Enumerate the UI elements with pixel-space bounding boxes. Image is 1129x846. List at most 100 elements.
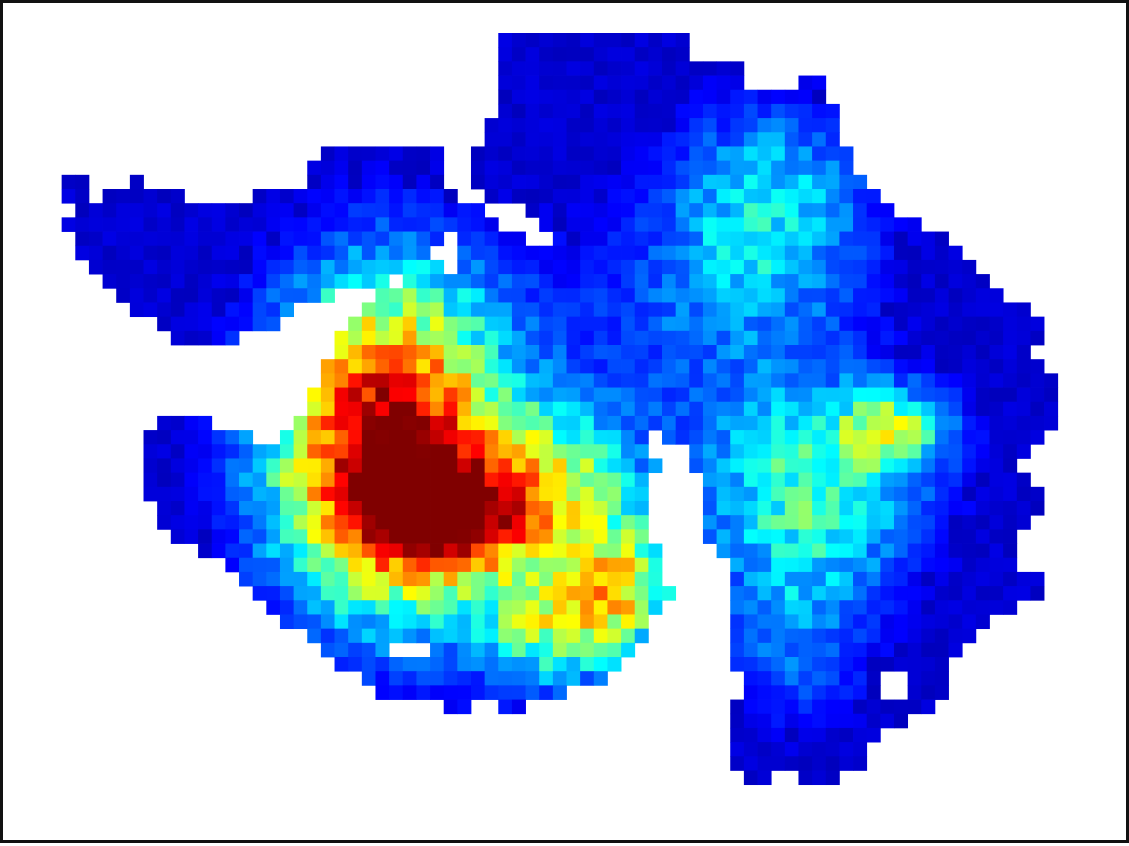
heatmap-cell — [866, 486, 881, 502]
heatmap-cell — [648, 245, 663, 261]
heatmap-cell — [129, 302, 144, 318]
heatmap-cell — [198, 444, 213, 459]
heatmap-cell — [1003, 557, 1018, 573]
heatmap-cell — [566, 557, 581, 573]
heatmap-cell — [279, 189, 294, 204]
heatmap-cell — [511, 47, 526, 62]
heatmap-cell — [498, 103, 513, 119]
heatmap-cell — [239, 458, 254, 474]
heatmap-cell — [402, 359, 417, 374]
heatmap-cell — [170, 245, 185, 261]
heatmap-cell — [375, 203, 390, 218]
heatmap-cell — [61, 174, 76, 190]
heatmap-cell — [893, 501, 909, 516]
heatmap-cell — [402, 557, 417, 573]
heatmap-cell — [825, 160, 840, 176]
heatmap-cell — [143, 231, 158, 247]
heatmap-cell — [170, 430, 185, 445]
heatmap-cell — [730, 458, 745, 474]
heatmap-cell — [143, 444, 158, 459]
heatmap-cell — [416, 501, 431, 516]
heatmap-cell — [1003, 444, 1018, 459]
heatmap-cell — [498, 47, 513, 62]
heatmap-cell — [170, 288, 185, 303]
heatmap-cell — [812, 118, 827, 133]
heatmap-cell — [361, 671, 376, 686]
heatmap-cell — [416, 160, 431, 176]
heatmap-cell — [361, 359, 376, 374]
heatmap-cell — [457, 685, 472, 700]
heatmap-cell — [430, 444, 445, 459]
heatmap-cell — [607, 189, 622, 204]
heatmap-cell — [662, 217, 677, 232]
heatmap-cell — [839, 671, 854, 686]
heatmap-cell — [443, 472, 458, 488]
heatmap-cell — [470, 359, 486, 374]
heatmap-cell — [907, 231, 922, 247]
heatmap-cell — [211, 430, 226, 445]
heatmap-cell — [170, 274, 185, 289]
heatmap-cell — [825, 345, 840, 360]
heatmap-cell — [730, 501, 745, 516]
heatmap-cell — [498, 557, 513, 573]
heatmap-cell — [416, 458, 431, 474]
heatmap-cell — [634, 359, 649, 374]
heatmap-cell — [457, 657, 472, 672]
heatmap-cell — [402, 529, 417, 544]
heatmap-cell — [689, 444, 704, 459]
heatmap-cell — [484, 571, 499, 587]
heatmap-cell — [211, 501, 226, 516]
heatmap-cell — [743, 373, 758, 388]
heatmap-cell — [648, 259, 663, 275]
heatmap-cell — [839, 756, 854, 771]
heatmap-cell — [812, 189, 827, 204]
heatmap-cell — [593, 657, 608, 672]
heatmap-cell — [252, 245, 267, 261]
heatmap-cell — [730, 657, 745, 672]
heatmap-cell — [239, 288, 254, 303]
heatmap-cell — [498, 259, 513, 275]
heatmap-cell — [484, 245, 499, 261]
heatmap-cell — [525, 472, 540, 488]
heatmap-cell — [771, 245, 786, 261]
heatmap-cell — [853, 529, 868, 544]
heatmap-cell — [498, 33, 513, 48]
heatmap-cell — [552, 671, 567, 686]
heatmap-cell — [771, 600, 786, 615]
heatmap-cell — [757, 245, 772, 261]
heatmap-cell — [552, 614, 567, 630]
heatmap-cell — [716, 174, 731, 190]
heatmap-cell — [621, 231, 636, 247]
heatmap-cell — [389, 217, 404, 232]
heatmap-cell — [266, 274, 281, 289]
heatmap-cell — [853, 486, 868, 502]
heatmap-cell — [416, 146, 431, 162]
heatmap-cell — [921, 415, 936, 431]
heatmap-cell — [293, 259, 308, 275]
heatmap-cell — [457, 217, 472, 232]
heatmap-cell — [470, 231, 486, 247]
heatmap-cell — [593, 288, 608, 303]
heatmap-cell — [539, 373, 554, 388]
heatmap-cell — [934, 557, 949, 573]
heatmap-cell — [757, 316, 772, 332]
heatmap-cell — [730, 132, 745, 147]
heatmap-cell — [361, 458, 376, 474]
heatmap-cell — [511, 160, 526, 176]
heatmap-cell — [716, 203, 731, 218]
heatmap-cell — [812, 444, 827, 459]
heatmap-cell — [198, 217, 213, 232]
heatmap-cell — [511, 387, 526, 403]
heatmap-cell — [334, 189, 349, 204]
heatmap-cell — [702, 501, 717, 516]
heatmap-cell — [893, 345, 909, 360]
heatmap-cell — [893, 628, 909, 644]
heatmap-cell — [511, 132, 526, 147]
heatmap-cell — [866, 685, 881, 700]
heatmap-cell — [88, 203, 103, 218]
heatmap-cell — [157, 316, 172, 332]
heatmap-cell — [361, 345, 376, 360]
heatmap-cell — [784, 274, 799, 289]
heatmap-cell — [962, 486, 977, 502]
heatmap-cell — [621, 274, 636, 289]
